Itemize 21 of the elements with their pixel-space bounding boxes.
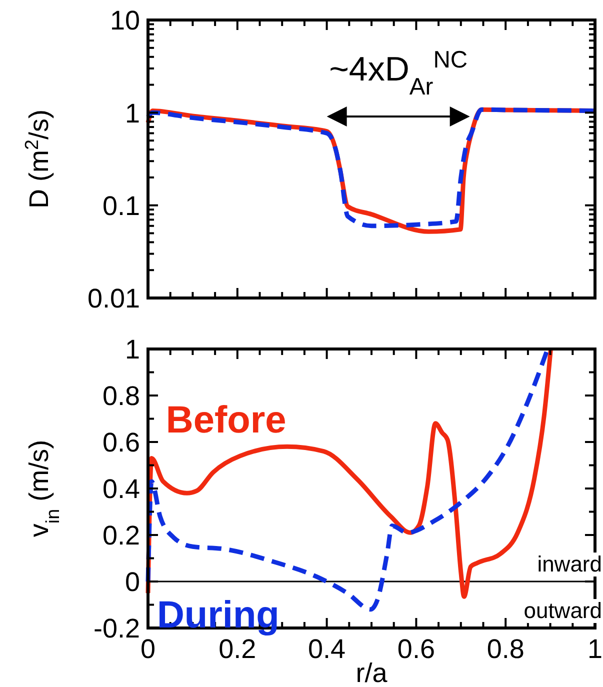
x-axis-title: r/a [356, 658, 388, 687]
y-tick-label: 0.2 [102, 520, 140, 551]
y-tick-label: 0.6 [102, 428, 140, 458]
x-tick-label: 0.8 [486, 634, 524, 664]
series-label: Before [166, 399, 286, 442]
y-tick-label: 0 [124, 567, 140, 598]
y-tick-label: 1 [124, 334, 140, 365]
y-tick-label: 0.1 [102, 191, 140, 222]
y-tick-label: 0.4 [102, 474, 140, 504]
y-tick-label: -0.2 [93, 614, 140, 644]
x-tick-label: 1 [587, 634, 603, 664]
annotation: inward [537, 552, 602, 577]
x-tick-label: 0.2 [218, 634, 256, 664]
y-tick-label: 1 [124, 98, 140, 128]
x-tick-label: 0.4 [308, 634, 346, 664]
y-tick-label: 0.8 [102, 381, 140, 412]
y-tick-label: 0.01 [87, 284, 140, 314]
series-label: During [156, 594, 280, 637]
x-tick-label: 0.6 [397, 634, 435, 664]
annotation: outward [524, 598, 602, 624]
y-tick-label: 10 [110, 6, 140, 36]
